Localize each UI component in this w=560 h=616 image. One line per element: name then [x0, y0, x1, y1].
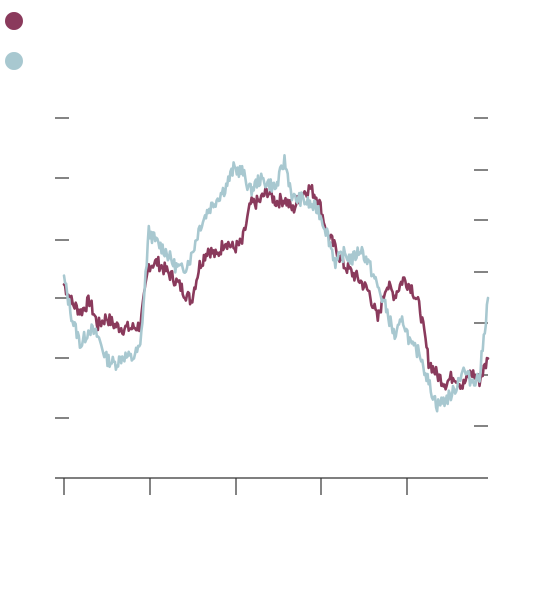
series-line-1 [62, 183, 490, 391]
left-y-axis [55, 117, 69, 419]
legend-item-series-2 [5, 51, 31, 71]
series-layer [62, 154, 490, 413]
series-line-2 [62, 154, 490, 413]
legend-swatch-series-1 [5, 12, 23, 30]
legend-item-series-1 [5, 11, 31, 31]
legend-swatch-series-2 [5, 52, 23, 70]
legend [5, 11, 31, 91]
x-axis [55, 477, 488, 495]
